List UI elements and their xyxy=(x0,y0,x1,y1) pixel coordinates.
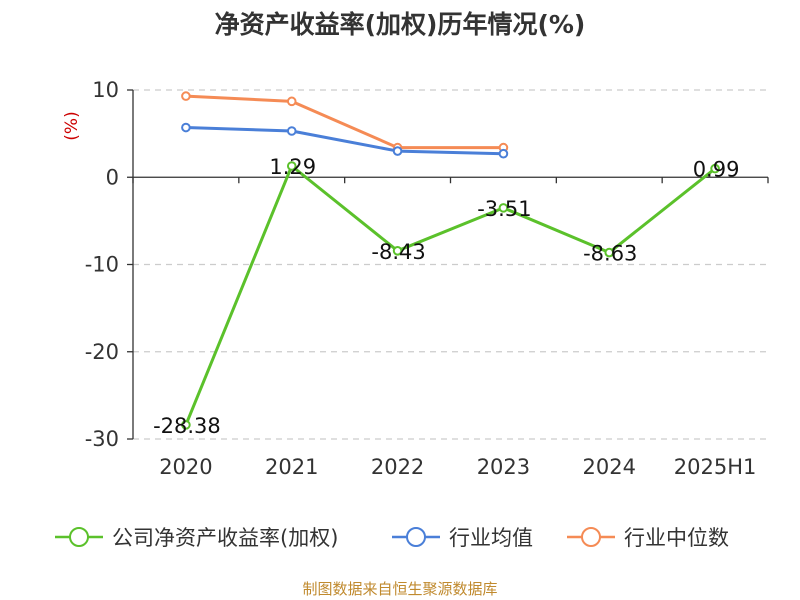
data-point xyxy=(286,161,297,171)
data-label: -8.43 xyxy=(371,240,425,264)
data-point xyxy=(181,91,191,101)
y-tick-label: -30 xyxy=(85,427,119,451)
data-point xyxy=(710,163,720,174)
x-tick-label: 2024 xyxy=(583,455,636,479)
data-label: -28.38 xyxy=(153,414,221,438)
legend-label: 行业中位数 xyxy=(624,526,729,550)
data-point xyxy=(498,148,509,159)
chart-title: 净资产收益率(加权)历年情况(%) xyxy=(215,10,586,39)
data-point xyxy=(286,96,297,107)
legend-swatch-marker xyxy=(406,527,426,547)
y-tick-label: 10 xyxy=(92,78,119,102)
series-line xyxy=(185,126,504,156)
data-point xyxy=(181,420,191,430)
data-label: -3.51 xyxy=(477,197,531,221)
y-axis-label: (%) xyxy=(62,111,82,140)
series-0 xyxy=(181,161,720,430)
x-tick-label: 2023 xyxy=(477,455,530,479)
legend-item: 行业均值 xyxy=(392,526,533,550)
x-tick-label: 2022 xyxy=(371,455,424,479)
legend-swatch-marker xyxy=(581,527,601,547)
x-tick-labels: 2020 2021 2022 2023 2024 2025H1 xyxy=(159,455,756,479)
legend-swatch-marker xyxy=(69,527,89,547)
legend-label: 公司净资产收益率(加权) xyxy=(112,526,338,550)
source-note: 制图数据来自恒生聚源数据库 xyxy=(302,580,497,598)
series-line xyxy=(185,94,504,150)
y-tick-label: -10 xyxy=(85,253,119,277)
data-label: 0.99 xyxy=(693,158,740,182)
y-tick-label: 0 xyxy=(106,165,119,189)
data-point xyxy=(604,247,615,258)
data-point xyxy=(181,122,191,133)
series-1 xyxy=(181,122,509,159)
y-tick-label: -20 xyxy=(85,340,119,364)
axes xyxy=(127,89,769,440)
legend-label: 行业均值 xyxy=(449,526,533,550)
data-label: 1.29 xyxy=(269,155,316,179)
data-label: -8.63 xyxy=(583,242,637,266)
x-tick-label: 2021 xyxy=(265,455,318,479)
grid-lines xyxy=(133,89,768,440)
legend-item: 行业中位数 xyxy=(567,526,729,550)
series-line xyxy=(184,164,717,426)
series-2 xyxy=(181,91,509,153)
data-point xyxy=(498,203,509,213)
data-point xyxy=(286,126,297,136)
data-labels: -28.38 1.29 -8.43 -3.51 -8.63 0.99 xyxy=(153,155,739,438)
data-point xyxy=(392,146,403,156)
series-lines xyxy=(181,91,720,430)
legend: 公司净资产收益率(加权) 行业均值 行业中位数 xyxy=(55,526,729,550)
legend-item: 公司净资产收益率(加权) xyxy=(55,526,338,550)
x-tick-label: 2020 xyxy=(159,455,212,479)
y-tick-labels: 10 0 -10 -20 -30 xyxy=(85,78,119,451)
data-point xyxy=(392,246,403,256)
x-tick-label: 2025H1 xyxy=(674,455,757,479)
